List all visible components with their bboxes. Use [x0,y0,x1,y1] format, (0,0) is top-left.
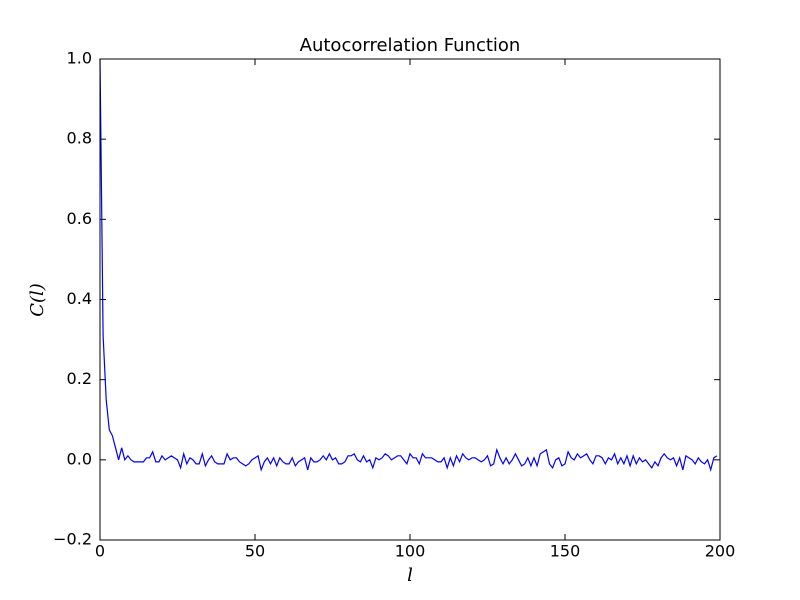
x-tick-label: 0 [95,542,105,561]
x-tick-label: 50 [245,542,265,561]
x-tick-label: 150 [550,542,581,561]
y-tick-label: 0.2 [67,369,92,388]
y-tick-label: 0.6 [67,209,92,228]
y-tick-label: −0.2 [53,530,92,549]
data-line [99,58,718,473]
y-tick-label: 0.8 [67,129,92,148]
x-tick-label: 200 [705,542,736,561]
chart-title: Autocorrelation Function [300,35,521,56]
y-tick-label: 0.0 [67,449,92,468]
y-axis-label: C(l) [27,283,48,317]
x-tick-label: 100 [395,542,426,561]
y-tick-label: 0.4 [67,289,92,308]
x-axis-label: l [407,565,413,586]
y-tick-label: 1.0 [67,49,92,68]
plot-frame [99,58,721,541]
